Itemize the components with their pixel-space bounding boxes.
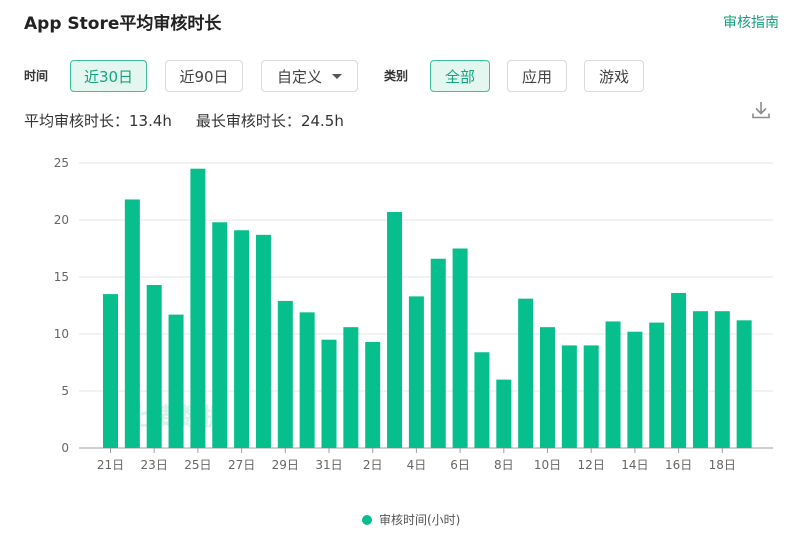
x-tick-label: 14日 [621,458,648,472]
x-tick-label: 21日 [97,458,124,472]
x-tick-label: 23日 [141,458,168,472]
max-review-value: 24.5h [300,112,344,130]
x-tick-label: 27日 [228,458,255,472]
x-tick-label: 29日 [272,458,299,472]
bar-5日[interactable] [430,258,446,448]
review-guide-link[interactable]: 审核指南 [723,15,779,31]
bar-25日[interactable] [190,168,206,448]
category-games-button[interactable]: 游戏 [584,60,644,92]
bar-2日[interactable] [365,341,381,448]
bar-9日[interactable] [518,298,534,448]
chevron-down-icon [332,73,342,79]
bar-21日[interactable] [103,294,118,448]
y-tick-label: 10 [54,327,69,341]
bar-24日[interactable] [168,314,184,448]
bar-23日[interactable] [146,284,162,448]
avg-review-label: 平均审核时长： [24,112,130,130]
custom-range-dropdown[interactable]: 自定义 [261,60,358,92]
bar-13日[interactable] [605,321,621,448]
y-tick-label: 25 [54,156,69,170]
bar-15日[interactable] [649,322,665,448]
x-tick-label: 2日 [363,458,383,472]
x-tick-label: 31日 [315,458,342,472]
time-filter-label: 时间 [24,69,49,83]
y-tick-label: 15 [54,270,69,284]
x-tick-label: 4日 [407,458,427,472]
y-tick-label: 5 [61,384,69,398]
bar-14日[interactable] [627,331,643,448]
x-tick-label: 6日 [450,458,470,472]
bar-17日[interactable] [692,311,708,448]
bar-10日[interactable] [540,327,555,448]
chart-legend[interactable]: 审核时间(小时) [362,511,460,528]
bar-8日[interactable] [496,379,512,448]
bar-7日[interactable] [474,352,490,448]
bar-29日[interactable] [277,300,293,448]
bar-22日[interactable] [124,199,140,448]
bar-12日[interactable] [583,345,599,448]
category-filter-label: 类别 [384,69,409,83]
review-stats: 平均审核时长：13.4h 最长审核时长：24.5h [24,110,344,131]
max-review-label: 最长审核时长： [195,112,301,130]
x-tick-label: 8日 [494,458,514,472]
legend-label: 审核时间(小时) [379,513,461,527]
x-tick-label: 18日 [709,458,736,472]
bar-4日[interactable] [408,296,424,448]
bar-11日[interactable] [561,345,577,448]
y-tick-label: 0 [61,441,69,455]
bar-28日[interactable] [255,234,271,448]
category-all-button[interactable]: 全部 [430,60,490,92]
bar-1日[interactable] [343,327,359,448]
bar-16日[interactable] [671,292,687,448]
download-icon[interactable] [751,100,771,120]
x-tick-label: 12日 [578,458,605,472]
avg-review-value: 13.4h [129,112,172,130]
x-tick-label: 16日 [665,458,692,472]
category-apps-button[interactable]: 应用 [507,60,567,92]
x-tick-label: 25日 [184,458,211,472]
legend-marker [362,514,372,525]
bar-31日[interactable] [321,339,337,448]
bar-18日[interactable] [714,311,730,448]
bar-26日[interactable] [212,222,228,448]
review-time-chart: 七麦数据 051015202521日23日25日27日29日31日2日4日6日8… [54,156,773,472]
bar-27日[interactable] [234,230,250,448]
last-30-days-button[interactable]: 近30日 [70,60,147,92]
y-tick-label: 20 [54,213,69,227]
x-tick-label: 10日 [534,458,561,472]
last-90-days-button[interactable]: 近90日 [165,60,243,92]
bar-6日[interactable] [452,248,468,449]
bar-3日[interactable] [387,212,403,448]
custom-range-label: 自定义 [276,67,322,86]
bar-30日[interactable] [299,312,315,448]
page-title: App Store平均审核时长 [24,14,222,34]
bar-19日[interactable] [736,320,752,448]
